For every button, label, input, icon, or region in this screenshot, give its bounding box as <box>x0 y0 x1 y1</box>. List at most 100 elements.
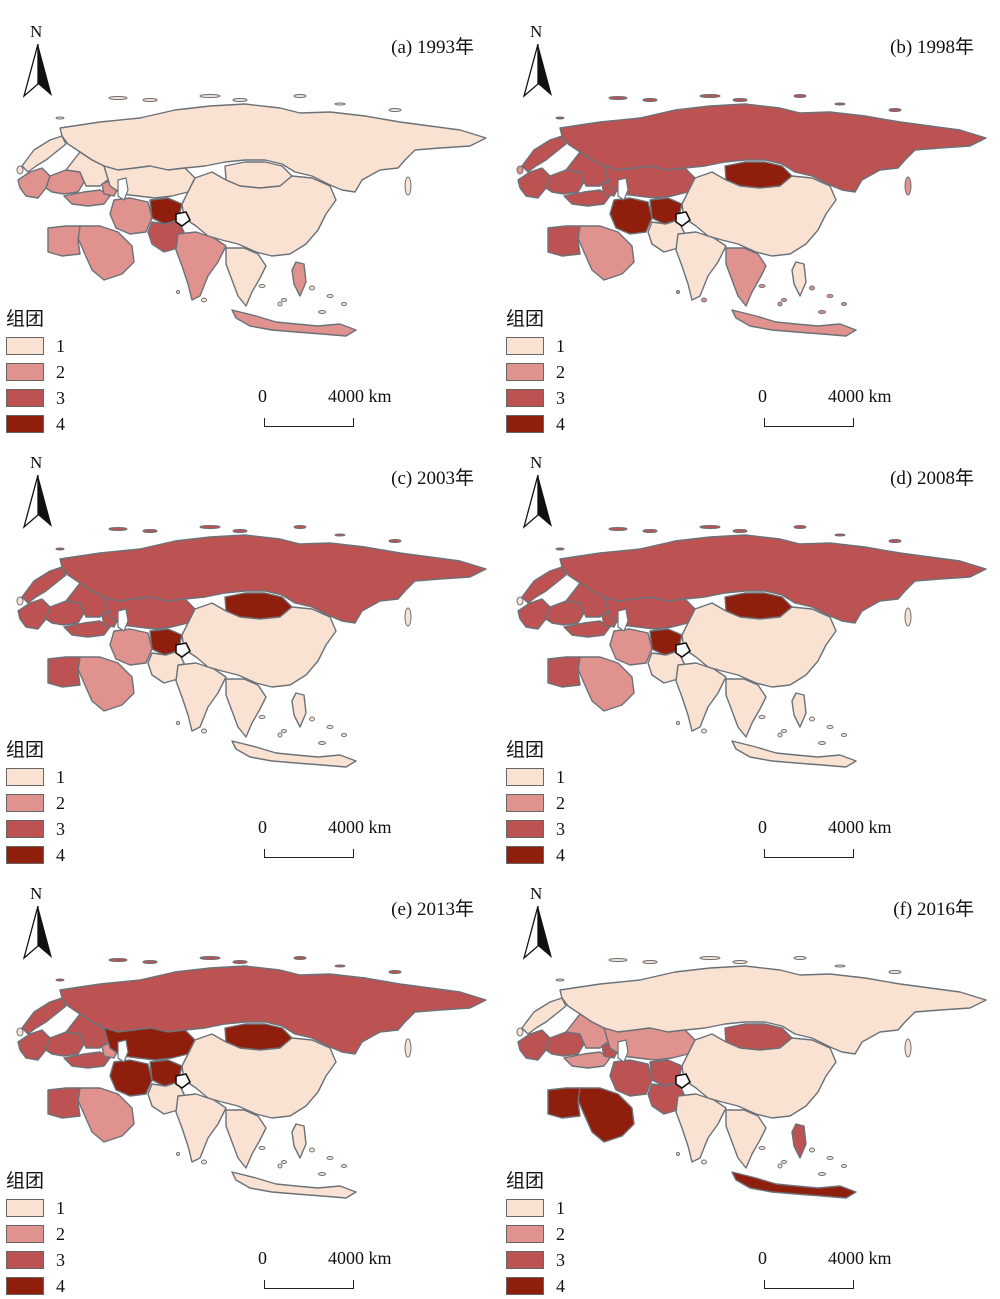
panel-title: (a) 1993年 <box>391 37 474 58</box>
legend-label: 4 <box>556 1275 565 1296</box>
region-nordic <box>21 997 67 1035</box>
island <box>326 1156 334 1160</box>
island <box>281 729 287 733</box>
region-egypt <box>547 225 581 257</box>
north-arrow: N <box>18 453 58 533</box>
island <box>676 290 680 294</box>
scale-distance-label: 4000 km <box>828 817 892 837</box>
map-panel-a: (a) 1993年 N 组团 1 2 3 4 0 4000 km <box>0 0 500 434</box>
island <box>701 297 707 303</box>
island <box>326 294 334 298</box>
island <box>904 607 912 627</box>
north-arrow-light-half <box>22 475 39 529</box>
island <box>809 285 815 291</box>
legend-item: 4 <box>6 842 65 868</box>
scale-bar: 0 4000 km <box>258 380 392 430</box>
island <box>818 1172 826 1176</box>
scale-zero-label: 0 <box>258 1248 267 1268</box>
legend-swatch <box>6 1277 44 1295</box>
legend-swatch <box>6 794 44 812</box>
region-arabia <box>577 225 635 281</box>
region-china <box>181 602 337 688</box>
north-arrow-icon <box>522 906 552 960</box>
region-indonesia <box>231 740 357 768</box>
region-central-europe <box>545 1031 585 1057</box>
region-arabia <box>77 656 135 712</box>
island <box>201 297 207 303</box>
scale-bar: 0 4000 km <box>258 811 392 861</box>
map-legend: 组团 1 2 3 4 <box>6 304 65 437</box>
caspian-sea <box>117 1039 129 1063</box>
region-mainland-sea <box>225 678 267 738</box>
island <box>108 527 128 531</box>
region-arabia <box>577 1087 635 1143</box>
choropleth-map <box>516 94 987 337</box>
island <box>201 1159 207 1165</box>
island <box>826 1156 834 1160</box>
island <box>888 970 902 974</box>
north-arrow-icon <box>22 44 52 98</box>
island <box>232 960 248 964</box>
island <box>608 958 628 962</box>
legend-title: 组团 <box>506 308 545 330</box>
island <box>201 728 207 734</box>
island <box>834 533 846 537</box>
legend-item: 3 <box>506 1247 565 1273</box>
island <box>341 302 347 306</box>
north-arrow-dark-half <box>38 906 52 958</box>
scale-bar-line <box>264 849 354 858</box>
legend-title: 组团 <box>6 308 45 330</box>
region-central-europe <box>45 169 85 195</box>
legend-swatch <box>506 820 544 838</box>
region-nordic <box>21 566 67 604</box>
region-iran <box>609 1059 653 1097</box>
island <box>404 176 412 196</box>
legend-item: 2 <box>6 790 65 816</box>
legend-label: 3 <box>556 1249 565 1270</box>
region-india <box>175 662 227 732</box>
island <box>818 310 826 314</box>
island <box>258 1146 266 1150</box>
island <box>277 732 283 738</box>
legend-swatch <box>506 794 544 812</box>
panel-title: (e) 2013年 <box>391 899 474 920</box>
legend-label: 4 <box>56 1275 65 1296</box>
legend-swatch <box>6 846 44 864</box>
island <box>676 1152 680 1156</box>
panel-title: (d) 2008年 <box>890 468 974 489</box>
legend-swatch <box>506 1251 544 1269</box>
island <box>758 715 766 719</box>
island <box>309 1147 315 1153</box>
legend-label: 2 <box>56 361 65 382</box>
region-philippines <box>291 261 307 297</box>
map-panel-e: (e) 2013年 N 组团 1 2 3 4 0 4000 km <box>0 862 500 1296</box>
legend-swatch <box>506 415 544 433</box>
island <box>777 301 783 307</box>
caspian-sea <box>617 1039 629 1063</box>
region-egypt <box>47 656 81 688</box>
island <box>777 1163 783 1169</box>
legend-swatch <box>6 1199 44 1217</box>
scale-bar: 0 4000 km <box>758 811 892 861</box>
island <box>404 1038 412 1058</box>
scale-bar-line <box>264 1280 354 1289</box>
region-arabia <box>77 225 135 281</box>
north-arrow-icon <box>22 906 52 960</box>
island <box>516 596 524 606</box>
legend-swatch <box>6 1251 44 1269</box>
legend-label: 1 <box>56 335 65 356</box>
scale-bar-line <box>764 849 854 858</box>
island <box>232 98 248 102</box>
island <box>404 607 412 627</box>
region-egypt <box>47 225 81 257</box>
island <box>841 733 847 737</box>
region-arabia <box>577 656 635 712</box>
legend-item: 3 <box>6 385 65 411</box>
legend-label: 1 <box>556 335 565 356</box>
legend-label: 3 <box>556 818 565 839</box>
map-legend: 组团 1 2 3 4 <box>506 304 565 437</box>
region-indonesia <box>731 740 857 768</box>
island <box>388 970 402 974</box>
disputed-area-outline <box>675 1073 692 1089</box>
scale-zero-label: 0 <box>758 817 767 837</box>
